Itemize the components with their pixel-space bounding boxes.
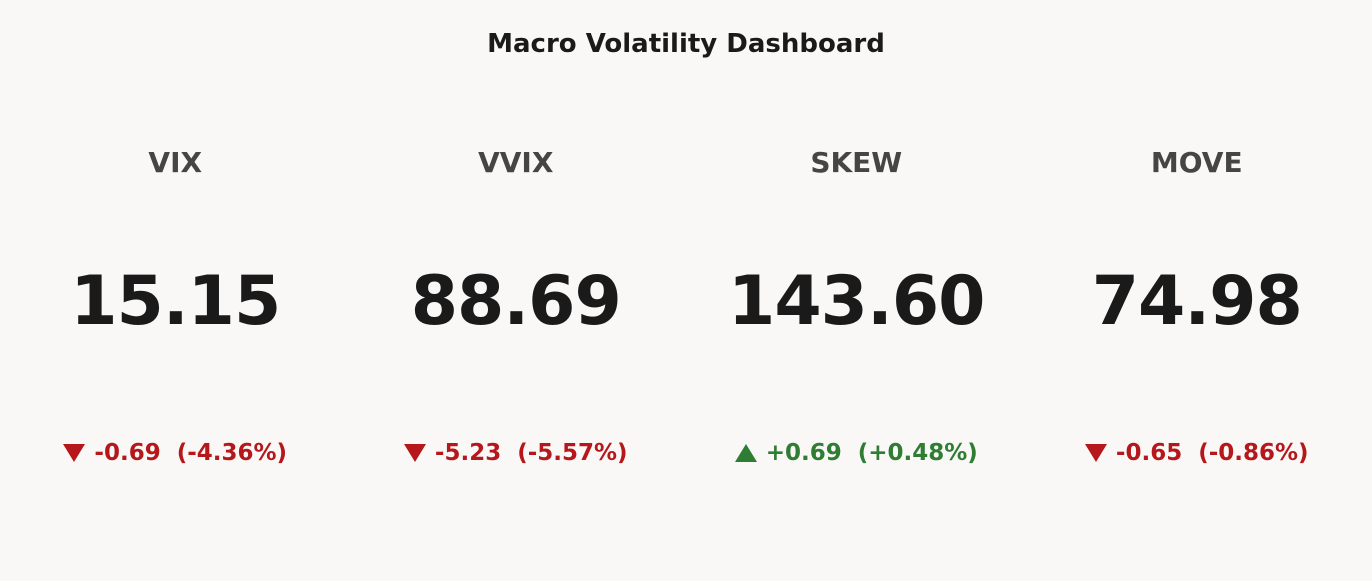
kpi-label: VVIX: [478, 146, 554, 179]
kpi-value: 74.98: [1091, 262, 1303, 341]
delta-row: -0.65 (-0.86%): [1027, 440, 1368, 466]
arrow-shape: [1084, 444, 1107, 462]
arrow-shape: [63, 444, 86, 462]
delta-row: -0.69 (-4.36%): [5, 440, 346, 466]
tiles: VIX 15.15 -0.69 (-4.36%) VVIX 88.69 -5.23 (-5.5…: [5, 0, 1367, 581]
kpi-tile: VIX 15.15 -0.69 (-4.36%): [5, 0, 346, 581]
kpi-tile: VVIX 88.69 -5.23 (-5.57%): [346, 0, 687, 581]
delta-arrow: [1084, 444, 1107, 462]
delta-value: +0.69: [765, 440, 842, 466]
delta-value: -5.23: [434, 440, 502, 466]
delta-value: -0.65: [1115, 440, 1183, 466]
kpi-value: 143.60: [728, 262, 985, 341]
delta-row: +0.69 (+0.48%): [686, 440, 1027, 466]
delta-row: -5.23 (-5.57%): [346, 440, 687, 466]
delta-value: -0.69: [94, 440, 161, 466]
delta-arrow: [63, 444, 86, 462]
delta-percent: (-5.57%): [517, 440, 628, 466]
delta-percent: (-0.86%): [1198, 440, 1309, 466]
title: Macro Volatility Dashboard: [487, 29, 885, 59]
delta-arrow: [403, 444, 426, 462]
delta-percent: (+0.48%): [857, 440, 978, 466]
delta-arrow: [734, 444, 757, 462]
kpi-label: SKEW: [810, 146, 903, 179]
kpi-tile: SKEW 143.60 +0.69 (+0.48%): [686, 0, 1027, 581]
delta-percent: (-4.36%): [176, 440, 288, 466]
kpi-label: VIX: [148, 146, 203, 179]
kpi-value: 15.15: [70, 262, 281, 341]
arrow-shape: [734, 444, 757, 462]
arrow-shape: [403, 444, 426, 462]
kpi-tile: MOVE 74.98 -0.65 (-0.86%): [1027, 0, 1368, 581]
kpi-label: MOVE: [1150, 146, 1243, 179]
kpi-value: 88.69: [410, 262, 622, 341]
